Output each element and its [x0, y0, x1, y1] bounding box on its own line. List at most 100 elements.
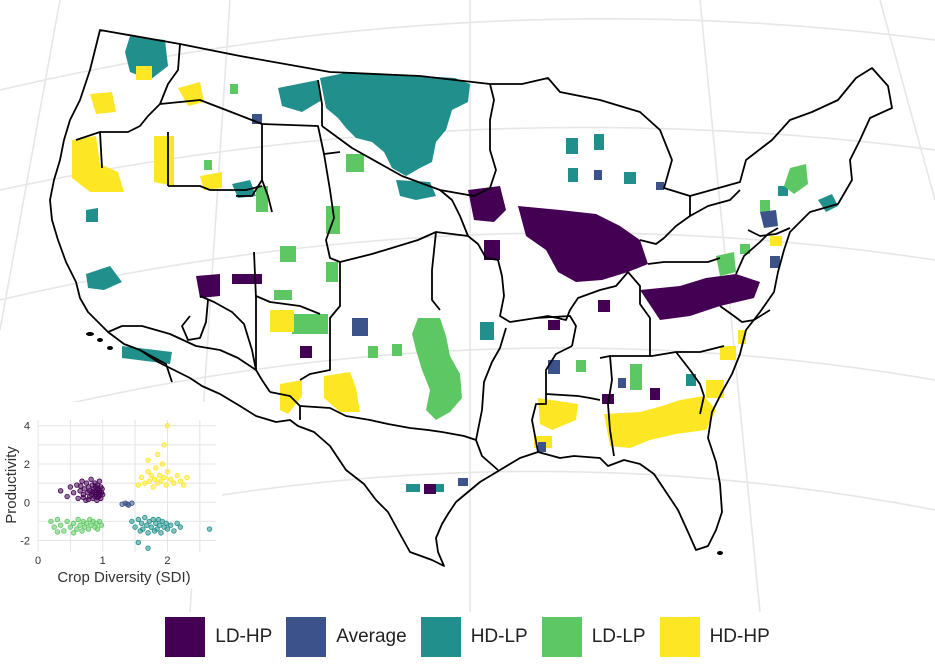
inset-grid — [37, 420, 216, 552]
inset-point-hd-hp — [167, 476, 174, 483]
inset-point-hd-hp — [171, 480, 177, 486]
inset-point-ld-hp — [64, 493, 70, 500]
inset-point-hd-lp — [167, 522, 174, 528]
inset-point-hd-hp — [163, 482, 169, 488]
inset-x-tick-label: 2 — [164, 555, 170, 567]
inset-point-ld-lp — [48, 518, 54, 525]
inset-point-hd-lp — [171, 528, 177, 534]
inset-point-ld-hp — [88, 476, 94, 483]
legend-label-hd-hp: HD-HP — [709, 626, 770, 647]
legend-item-hd-lp: HD-LP — [420, 617, 528, 657]
legend-item-hd-hp: HD-HP — [659, 617, 770, 657]
inset-y-tick-label: 0 — [24, 497, 30, 509]
inset-point-ld-hp — [78, 483, 84, 489]
inset-point-hd-hp — [151, 476, 158, 483]
inset-point-hd-hp — [145, 468, 151, 475]
inset-point-ld-hp — [77, 488, 83, 494]
inset-point-ld-hp — [67, 484, 74, 490]
inset-point-hd-lp — [145, 545, 151, 551]
inset-point-hd-hp — [150, 484, 156, 490]
inset-point-ld-hp — [85, 496, 92, 503]
inset-point-ld-lp — [98, 522, 105, 528]
inset-point-hd-hp — [174, 472, 180, 479]
coast-details — [86, 332, 723, 555]
inset-scatter-plot: 0 1 2 -2 0 2 4 Crop Diversity (SDI) Productivi… — [0, 402, 222, 588]
inset-x-tick-label: 1 — [100, 555, 106, 567]
inset-point-average — [129, 500, 135, 506]
inset-point-hd-hp — [177, 478, 184, 484]
legend-swatch-average — [286, 617, 327, 657]
inset-point-hd-hp — [153, 465, 159, 471]
inset-point-hd-lp — [135, 539, 142, 546]
inset-y-axis-label: Productivity — [3, 446, 20, 524]
inset-point-hd-hp — [145, 457, 151, 463]
inset-point-hd-hp — [161, 442, 167, 448]
inset-point-hd-lp — [150, 516, 156, 523]
inset-point-hd-hp — [135, 482, 142, 488]
inset-point-hd-hp — [164, 423, 171, 429]
us-cluster-map: 0 1 2 -2 0 2 4 Crop Diversity (SDI) Productivi… — [0, 0, 935, 612]
legend-label-ld-lp: LD-LP — [591, 626, 646, 647]
inset-point-hd-lp — [135, 516, 142, 523]
inset-y-tick-label: 4 — [24, 421, 30, 433]
legend-swatch-hd-lp — [420, 617, 461, 657]
inset-point-ld-lp — [64, 518, 70, 525]
cluster-ld-hp — [196, 186, 760, 494]
inset-point-hd-lp — [154, 526, 160, 532]
inset-point-hd-hp — [138, 474, 145, 481]
inset-point-ld-lp — [61, 528, 67, 534]
inset-point-ld-lp — [83, 520, 90, 527]
inset-point-ld-hp — [79, 478, 85, 484]
inset-point-hd-lp — [164, 526, 171, 532]
inset-point-hd-hp — [164, 468, 171, 475]
inset-point-ld-lp — [94, 526, 101, 532]
inset-point-ld-lp — [74, 526, 80, 532]
legend-swatch-hd-hp — [659, 617, 700, 657]
inset-point-ld-lp — [51, 524, 57, 530]
inset-point-hd-lp — [163, 520, 169, 527]
inset-point-hd-lp — [132, 524, 138, 530]
inset-point-hd-lp — [177, 524, 184, 530]
legend-swatch-ld-lp — [541, 617, 582, 657]
inset-point-hd-lp — [138, 520, 145, 527]
legend: LD-HP Average HD-LP LD-LP HD-HP — [0, 612, 935, 662]
inset-point-ld-lp — [70, 520, 77, 527]
inset-point-hd-hp — [156, 472, 163, 479]
region-borders — [49, 29, 893, 567]
inset-tick-labels: 0 1 2 -2 0 2 4 — [20, 421, 170, 567]
inset-point-hd-hp — [159, 461, 165, 467]
inset-point-hd-hp — [146, 478, 153, 484]
cluster-average — [252, 114, 780, 486]
inset-point-ld-lp — [54, 529, 61, 535]
inset-point-ld-lp — [54, 516, 61, 523]
inset-point-ld-lp — [79, 528, 85, 534]
inset-point-ld-hp — [57, 488, 64, 494]
legend-label-average: Average — [336, 626, 407, 647]
inset-point-hd-lp — [206, 526, 213, 532]
inset-point-ld-hp — [89, 489, 96, 495]
inset-point-hd-hp — [148, 472, 154, 479]
inset-y-tick-label: 2 — [24, 459, 30, 471]
legend-item-average: Average — [286, 617, 407, 657]
inset-point-ld-lp — [85, 526, 92, 532]
inset-point-hd-lp — [142, 514, 148, 521]
inset-point-ld-lp — [75, 516, 81, 523]
inset-point-hd-lp — [145, 530, 151, 536]
inset-point-hd-lp — [144, 522, 150, 528]
inset-point-ld-lp — [57, 522, 64, 528]
inset-point-ld-hp — [70, 489, 77, 496]
inset-y-tick-label: -2 — [20, 536, 30, 548]
inset-point-hd-lp — [156, 522, 163, 528]
inset-x-tick-label: 0 — [35, 555, 41, 567]
inset-point-hd-lp — [148, 524, 154, 530]
inset-point-ld-hp — [94, 494, 101, 501]
cluster-ld-lp — [204, 84, 808, 420]
legend-item-ld-hp: LD-HP — [165, 617, 272, 657]
inset-x-axis-label: Crop Diversity (SDI) — [57, 569, 190, 586]
legend-swatch-ld-hp — [165, 617, 206, 657]
inset-point-average — [124, 501, 131, 507]
inset-point-ld-hp — [96, 478, 103, 484]
inset-point-ld-hp — [80, 494, 87, 501]
inset-point-ld-hp — [75, 495, 81, 502]
inset-background — [0, 402, 222, 588]
